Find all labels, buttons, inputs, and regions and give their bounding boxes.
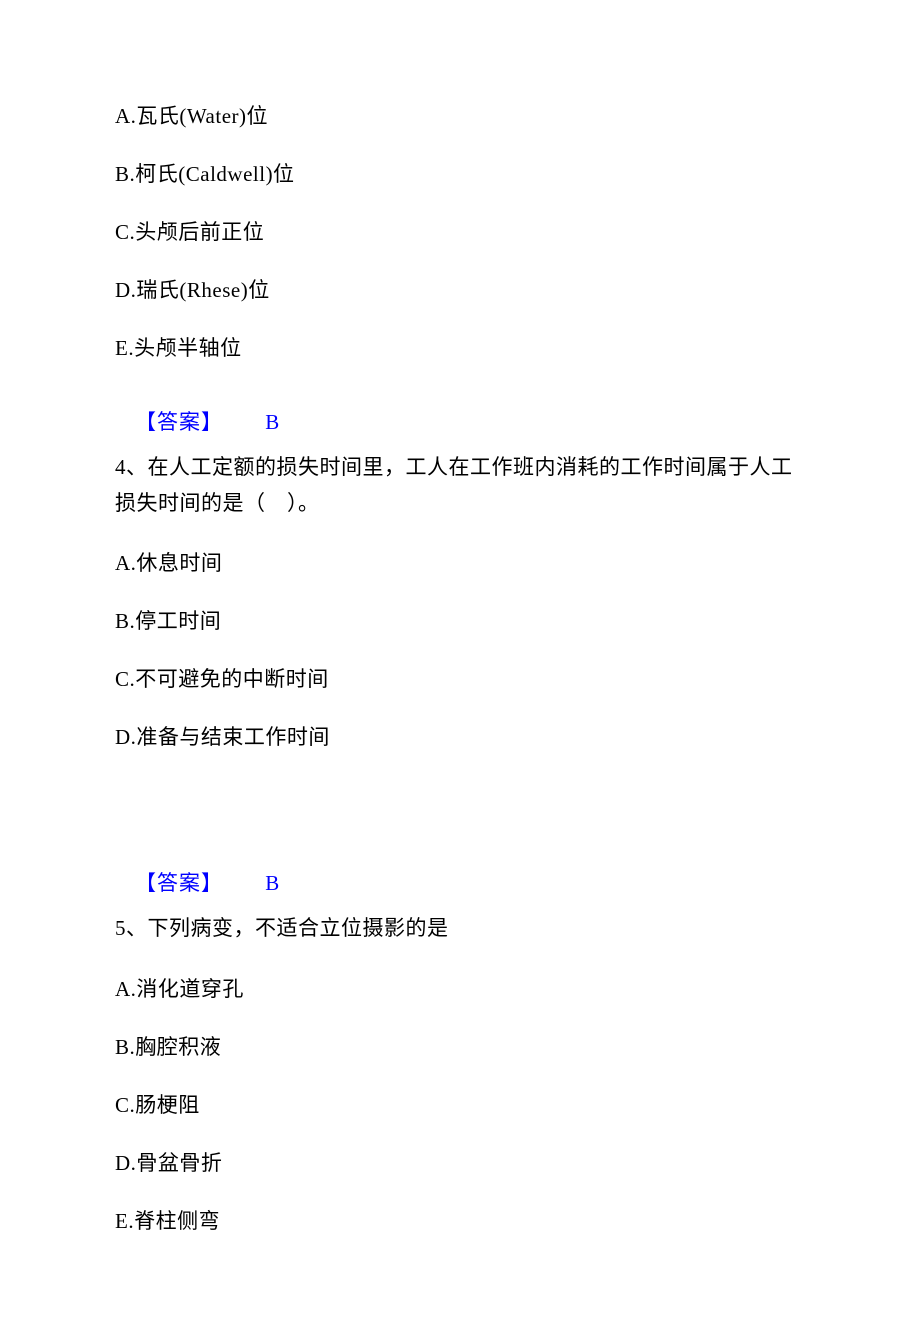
question-stem: 4、在人工定额的损失时间里，工人在工作班内消耗的工作时间属于人工损失时间的是（ … [115, 450, 805, 521]
option-b: B.停工时间 [115, 605, 805, 635]
option-e: E.头颅半轴位 [115, 332, 805, 362]
option-a: A.消化道穿孔 [115, 973, 805, 1003]
option-c: C.肠梗阻 [115, 1089, 805, 1119]
option-d: D.瑞氏(Rhese)位 [115, 274, 805, 304]
option-c: C.头颅后前正位 [115, 216, 805, 246]
option-a: A.休息时间 [115, 547, 805, 577]
option-a: A.瓦氏(Water)位 [115, 100, 805, 130]
answer-value: B [265, 410, 280, 435]
option-d: D.骨盆骨折 [115, 1147, 805, 1177]
option-e: E.脊柱侧弯 [115, 1205, 805, 1235]
answer-value: B [265, 871, 280, 896]
option-c: C.不可避免的中断时间 [115, 663, 805, 693]
answer-label: 【答案】 [135, 406, 223, 436]
option-d: D.准备与结束工作时间 [115, 721, 805, 751]
answer-line: 【答案】 B [115, 406, 805, 436]
answer-line: 【答案】 B [115, 867, 805, 897]
option-b: B.胸腔积液 [115, 1031, 805, 1061]
question-stem: 5、下列病变，不适合立位摄影的是 [115, 911, 805, 947]
answer-label: 【答案】 [135, 867, 223, 897]
option-b: B.柯氏(Caldwell)位 [115, 158, 805, 188]
